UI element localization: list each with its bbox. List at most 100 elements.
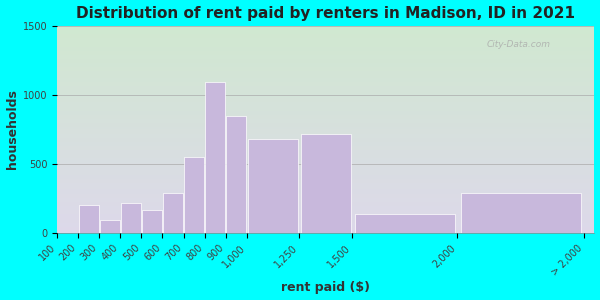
Bar	[57, 223, 595, 225]
Bar	[57, 121, 595, 123]
Bar	[57, 26, 595, 28]
Bar	[57, 88, 595, 90]
Bar	[57, 94, 595, 96]
Bar	[57, 191, 595, 194]
Bar	[57, 53, 595, 55]
Bar	[57, 28, 595, 30]
Bar	[57, 179, 595, 181]
Bar	[57, 57, 595, 59]
Bar	[57, 34, 595, 36]
Bar	[57, 216, 595, 218]
Bar	[57, 100, 595, 103]
Bar	[57, 129, 595, 131]
Bar	[301, 134, 351, 233]
Bar	[57, 152, 595, 154]
Bar	[57, 204, 595, 206]
Bar	[57, 125, 595, 127]
Bar	[57, 214, 595, 216]
Bar	[184, 157, 204, 233]
Bar	[57, 189, 595, 191]
Bar	[57, 38, 595, 40]
Bar	[205, 82, 225, 233]
Bar	[57, 92, 595, 94]
Bar	[57, 40, 595, 43]
Bar	[57, 32, 595, 34]
Bar	[57, 183, 595, 185]
Bar	[57, 106, 595, 109]
Bar	[57, 181, 595, 183]
Bar	[57, 105, 595, 106]
Bar	[57, 71, 595, 74]
Bar	[57, 200, 595, 202]
Bar	[57, 148, 595, 150]
Title: Distribution of rent paid by renters in Madison, ID in 2021: Distribution of rent paid by renters in …	[76, 6, 575, 21]
Bar	[57, 160, 595, 163]
Bar	[57, 229, 595, 231]
Bar	[57, 154, 595, 156]
Bar	[57, 51, 595, 53]
Bar	[57, 113, 595, 115]
Bar	[57, 138, 595, 140]
Bar	[57, 142, 595, 144]
Bar	[57, 44, 595, 46]
X-axis label: rent paid ($): rent paid ($)	[281, 281, 370, 294]
Bar	[57, 69, 595, 71]
Bar	[57, 173, 595, 175]
Bar	[57, 188, 595, 189]
Bar	[142, 210, 162, 233]
Bar	[57, 98, 595, 101]
Bar	[57, 231, 595, 233]
Bar	[121, 203, 141, 233]
Bar	[57, 61, 595, 63]
Bar	[248, 139, 298, 233]
Bar	[57, 196, 595, 198]
Bar	[57, 158, 595, 160]
Bar	[57, 220, 595, 223]
Bar	[57, 194, 595, 196]
Bar	[57, 43, 595, 44]
Bar	[57, 198, 595, 200]
Bar	[57, 123, 595, 125]
Bar	[57, 169, 595, 171]
Bar	[57, 96, 595, 98]
Bar	[57, 208, 595, 210]
Bar	[57, 167, 595, 169]
Bar	[57, 156, 595, 158]
Bar	[57, 131, 595, 134]
Bar	[57, 74, 595, 76]
Bar	[57, 103, 595, 105]
Bar	[57, 76, 595, 78]
Bar	[57, 111, 595, 113]
Bar	[57, 163, 595, 165]
Bar	[57, 218, 595, 220]
Bar	[57, 136, 595, 138]
Bar	[57, 144, 595, 146]
Bar	[100, 220, 120, 233]
Bar	[57, 212, 595, 214]
Bar	[57, 63, 595, 65]
Bar	[57, 117, 595, 119]
Bar	[57, 49, 595, 51]
Y-axis label: households: households	[5, 89, 19, 169]
Bar	[57, 134, 595, 136]
Bar	[57, 185, 595, 188]
Bar	[461, 193, 581, 233]
Bar	[57, 225, 595, 227]
Bar	[57, 210, 595, 212]
Bar	[226, 116, 246, 233]
Bar	[57, 146, 595, 148]
Bar	[57, 109, 595, 111]
Bar	[57, 175, 595, 177]
Bar	[57, 140, 595, 142]
Bar	[57, 80, 595, 82]
Bar	[355, 214, 455, 233]
Bar	[57, 127, 595, 129]
Bar	[57, 202, 595, 204]
Bar	[57, 36, 595, 38]
Bar	[57, 119, 595, 121]
Text: City-Data.com: City-Data.com	[487, 40, 551, 50]
Bar	[57, 90, 595, 92]
Bar	[57, 78, 595, 80]
Bar	[57, 171, 595, 173]
Bar	[57, 65, 595, 67]
